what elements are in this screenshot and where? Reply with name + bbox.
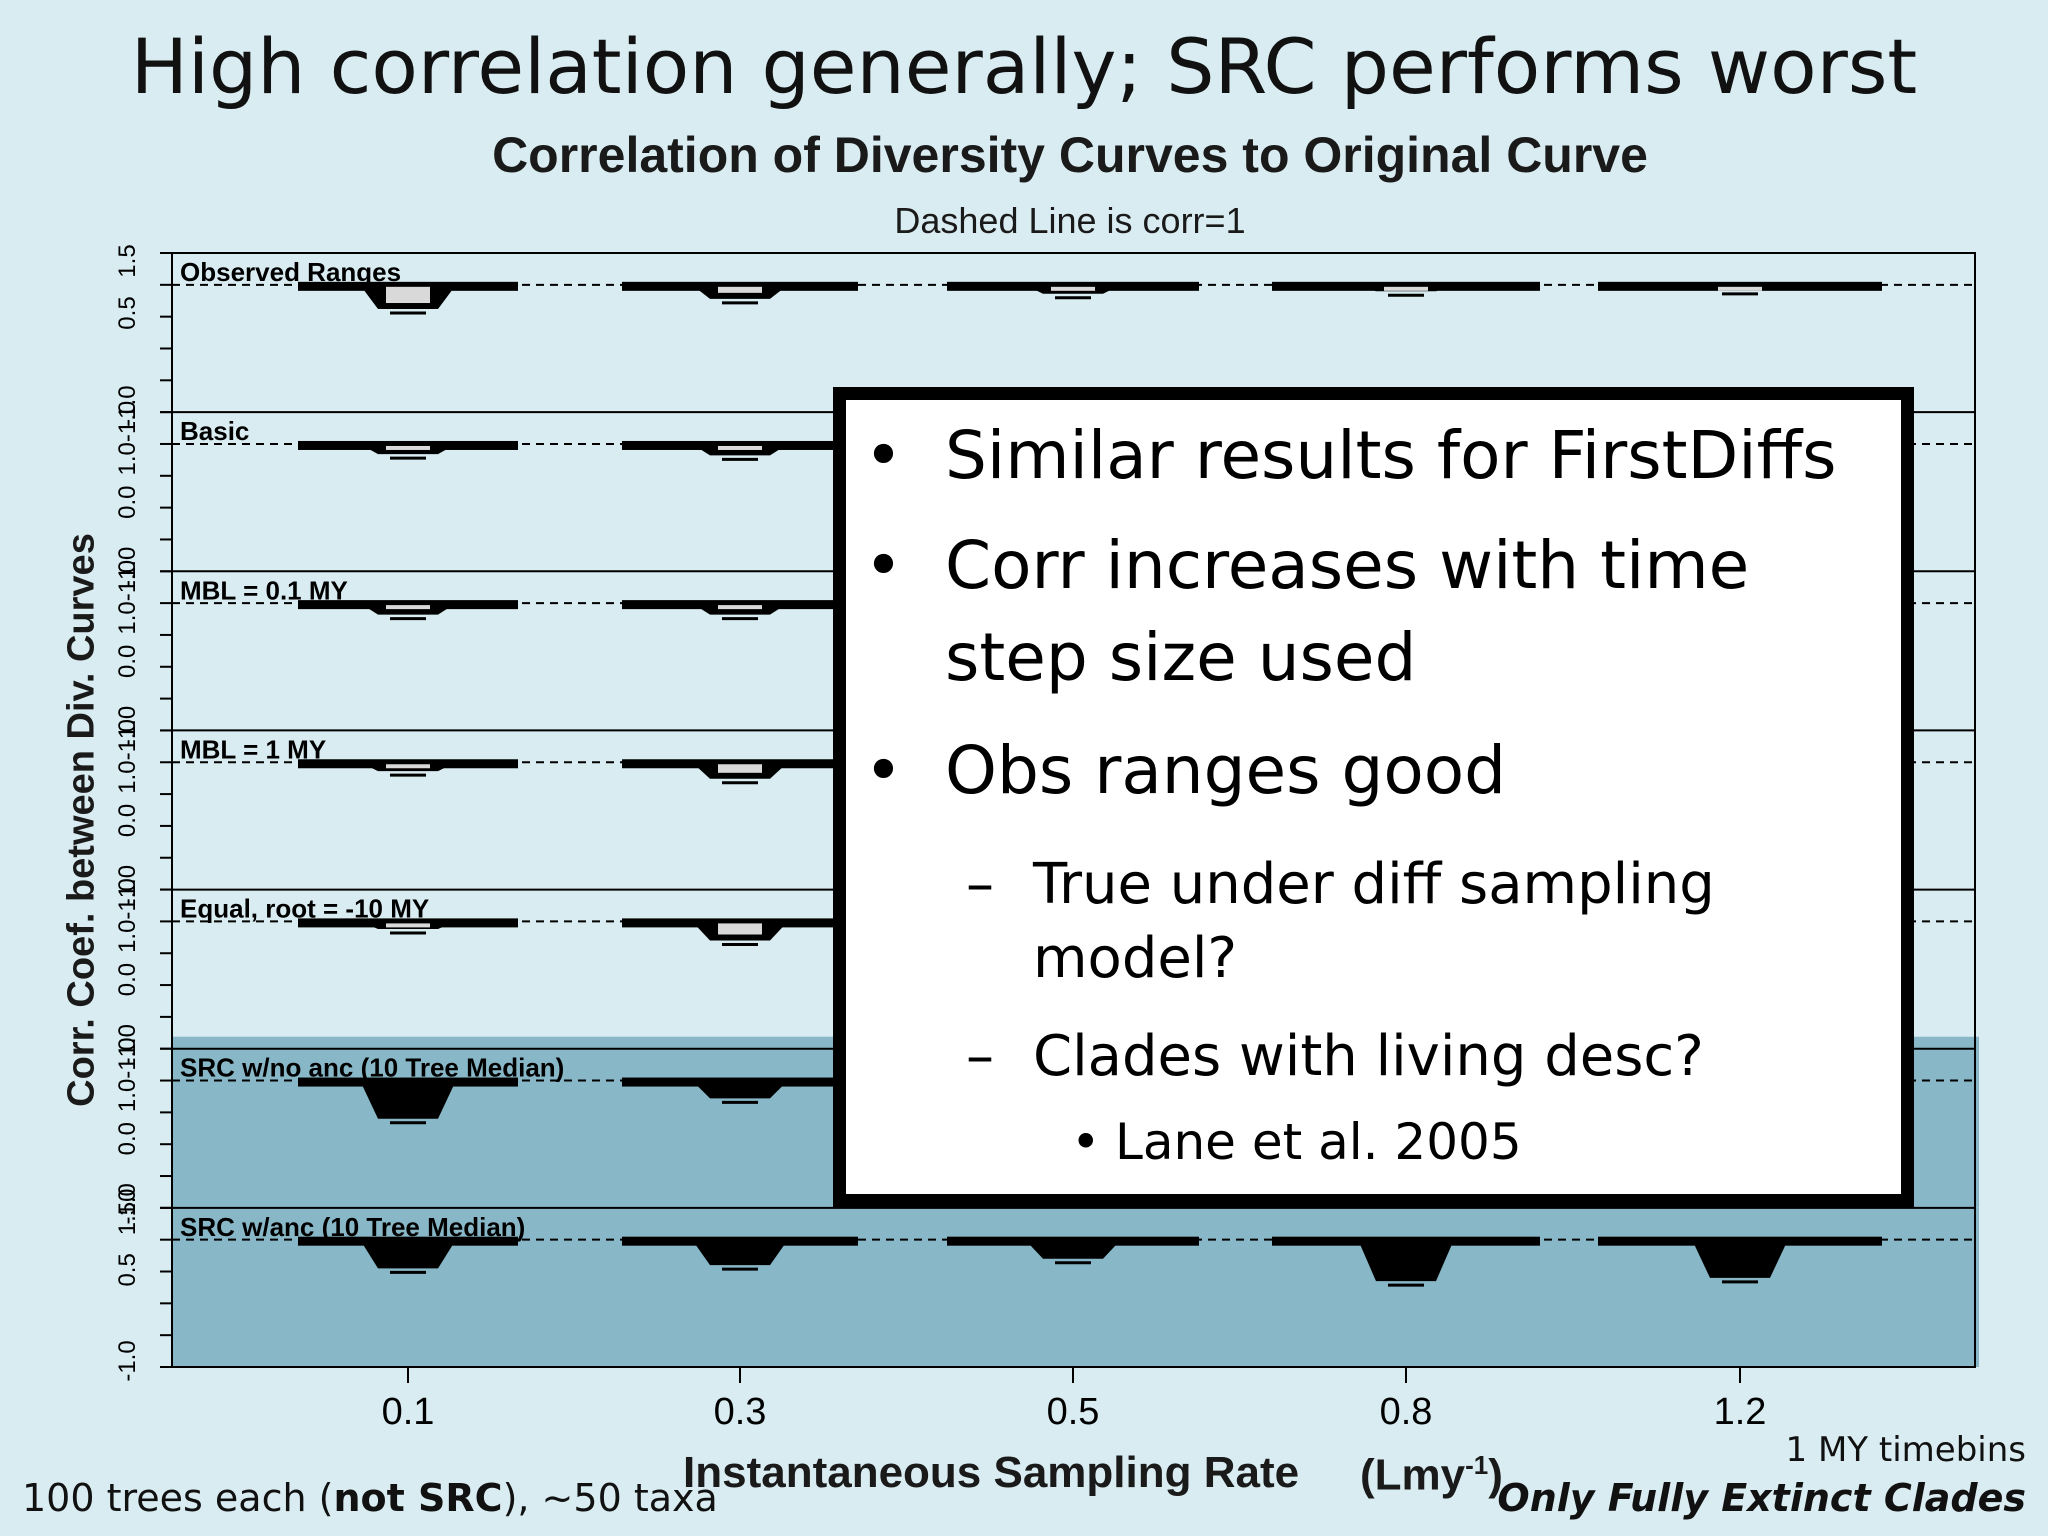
violin-interior [718, 923, 762, 935]
x-axis-label: Instantaneous Sampling Rate [683, 1448, 1300, 1497]
violin-interior [386, 923, 430, 928]
callout-subbullet: True under diff sampling model? [1033, 852, 1715, 991]
violin-body [1025, 1239, 1121, 1259]
y-tick-label: 0.0 [114, 963, 141, 996]
y-tick-label: 0.0 [114, 645, 141, 678]
bullet-dot: • [864, 527, 903, 604]
y-tick-label: 1.0-1.0 [114, 1037, 141, 1112]
bullet-dot: • [864, 732, 903, 809]
chart-subtitle: Dashed Line is corr=1 [894, 200, 1246, 241]
y-tick-label: -1.0 [114, 547, 141, 588]
violin-interior [386, 445, 430, 450]
violin-body [360, 1080, 456, 1119]
x-tick-label: 1.2 [1714, 1391, 1767, 1433]
violin-interior [1718, 1242, 1762, 1272]
y-tick-label: -1.0 [114, 1183, 141, 1224]
violin-interior [386, 286, 430, 304]
violin-interior [1384, 1242, 1428, 1275]
violin-interior [386, 1083, 430, 1113]
x-tick-label: 0.1 [382, 1391, 435, 1433]
violin-interior [1384, 286, 1428, 291]
x-axis-unit: (Lmy-1) [1360, 1450, 1503, 1500]
violin-interior [386, 1242, 430, 1263]
y-tick-label: 0.0 [114, 1122, 141, 1155]
bullet-dot: • [1071, 1113, 1101, 1171]
y-tick-label: -1.0 [114, 385, 141, 426]
panel-label: Basic [180, 416, 249, 446]
slide-title: High correlation generally; SRC performs… [130, 22, 1918, 111]
dash-marker: – [966, 1024, 994, 1089]
violin-interior [386, 605, 430, 610]
dash-marker: – [966, 852, 994, 917]
y-tick-label: 0.5 [114, 296, 141, 329]
violin-body [692, 1239, 788, 1266]
violin-interior [718, 605, 762, 610]
violin-body [1692, 1239, 1788, 1278]
y-tick-label: 1.5 [114, 244, 141, 277]
violin-interior [718, 1242, 762, 1259]
y-tick-label: -1.0 [114, 1340, 141, 1381]
violin-body [692, 1080, 788, 1099]
violin-body [360, 1239, 456, 1269]
y-tick-label: 1.0-1.0 [114, 560, 141, 635]
callout-bullet: Obs ranges good [945, 732, 1507, 809]
footnote-sample-size: 100 trees each (not SRC), ~50 taxa [22, 1476, 718, 1520]
highlight-band [172, 1207, 1979, 1367]
callout-box: • Similar results for FirstDiffs • Corr … [833, 387, 1914, 1207]
y-tick-label: 1.0-1.0 [114, 719, 141, 794]
y-tick-label: 0.5 [114, 1253, 141, 1286]
y-tick-label: -1.0 [114, 1024, 141, 1065]
callout-bullet: Similar results for FirstDiffs [945, 417, 1837, 494]
violin-interior [1718, 286, 1762, 291]
x-tick-label: 0.8 [1380, 1391, 1433, 1433]
violin-interior [718, 286, 762, 293]
footnote-timebins: 1 MY timebins [1785, 1430, 2026, 1470]
y-tick-label: 0.0 [114, 485, 141, 518]
callout-subsubbullet: Lane et al. 2005 [1115, 1113, 1522, 1171]
x-tick-label: 0.5 [1047, 1391, 1100, 1433]
bullet-dot: • [864, 417, 903, 494]
chart-title: Correlation of Diversity Curves to Origi… [492, 127, 1648, 183]
violin-interior [718, 445, 762, 450]
y-axis-label: Corr. Coef. between Div. Curves [60, 533, 103, 1107]
callout-subbullet: Clades with living desc? [1033, 1024, 1704, 1089]
footnote-extinct-clades: Only Fully Extinct Clades [1497, 1476, 2026, 1520]
callout-bullet: Corr increases with time step size used [945, 527, 1750, 696]
y-tick-label: 1.0-1.0 [114, 878, 141, 953]
violin-interior [718, 1083, 762, 1093]
x-tick-label: 0.3 [714, 1391, 767, 1433]
y-tick-label: 1.50 [114, 1188, 141, 1235]
violin-interior [1051, 286, 1095, 291]
y-tick-label: 1.0-1.0 [114, 401, 141, 476]
y-tick-label: 0.0 [114, 804, 141, 837]
violin-interior [386, 764, 430, 769]
y-tick-label: -1.0 [114, 706, 141, 747]
violin-interior [718, 764, 762, 773]
y-tick-label: -1.0 [114, 865, 141, 906]
violin-body [1358, 1239, 1454, 1282]
violin-interior [1051, 1242, 1095, 1253]
